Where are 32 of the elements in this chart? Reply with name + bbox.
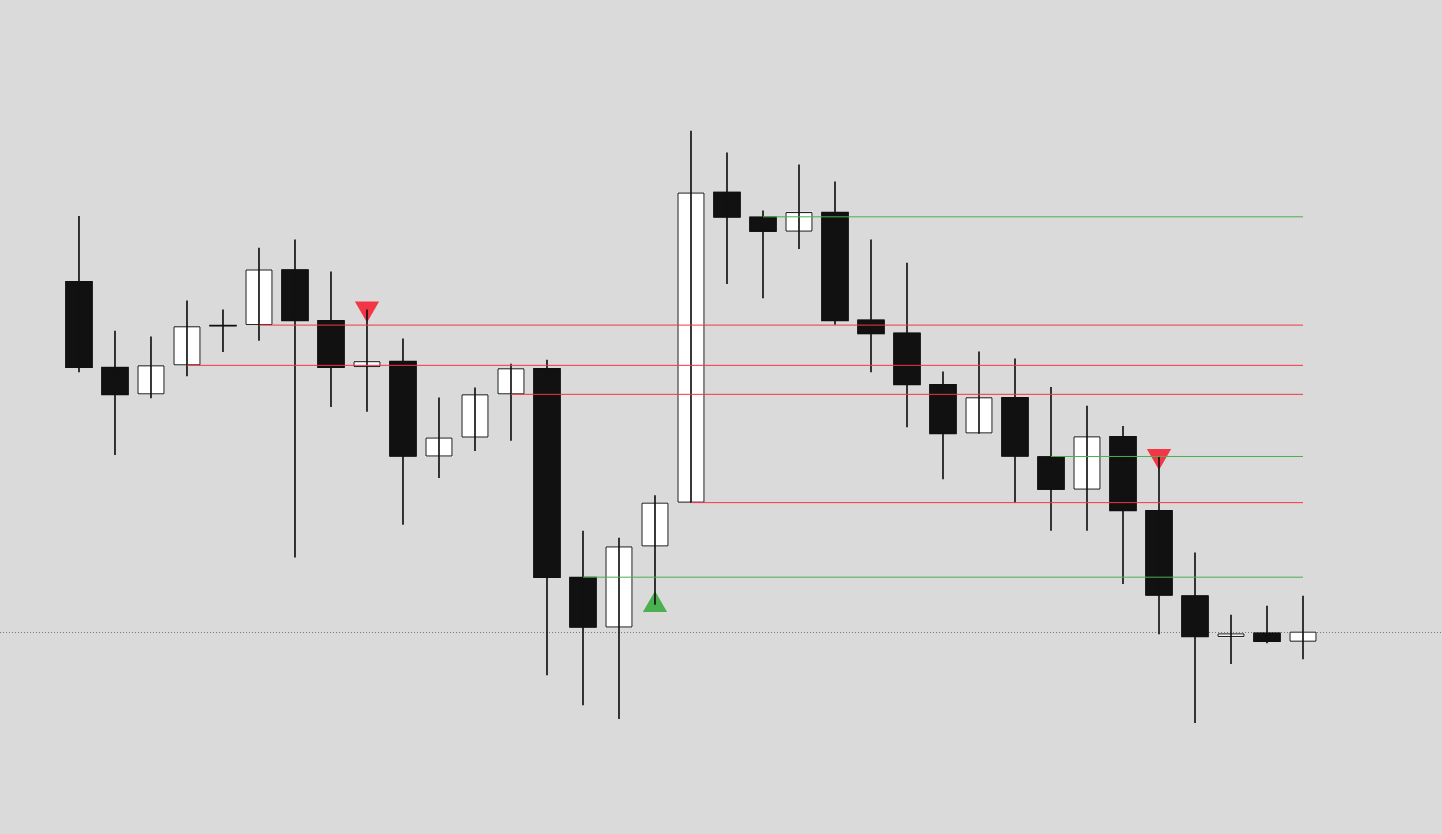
candlestick bbox=[101, 330, 129, 456]
candlestick bbox=[245, 247, 273, 341]
candlestick bbox=[1253, 605, 1281, 644]
candlestick bbox=[893, 262, 921, 428]
candlestick bbox=[425, 397, 453, 479]
candlestick bbox=[1217, 614, 1245, 664]
candlestick bbox=[785, 164, 813, 250]
candlestick bbox=[65, 215, 93, 373]
candlestick bbox=[821, 181, 849, 325]
candlestick bbox=[1001, 358, 1029, 503]
candlestick bbox=[317, 271, 345, 408]
candlestick bbox=[461, 387, 489, 451]
candlestick bbox=[173, 300, 201, 377]
candlestick bbox=[713, 152, 741, 285]
candlestick bbox=[857, 239, 885, 373]
candlestick bbox=[569, 530, 597, 706]
candlestick bbox=[533, 359, 561, 676]
candlestick bbox=[137, 336, 165, 399]
candlestick bbox=[389, 338, 417, 525]
candlestick bbox=[497, 363, 525, 441]
candlestick bbox=[281, 239, 309, 558]
candlestick bbox=[749, 210, 777, 299]
candlestick bbox=[929, 371, 957, 480]
candlestick bbox=[1181, 552, 1209, 724]
candlestick bbox=[605, 537, 633, 719]
candlestick bbox=[209, 309, 237, 353]
candlestick bbox=[1037, 386, 1065, 531]
candlestick bbox=[1109, 425, 1137, 585]
candlestick bbox=[1289, 595, 1317, 660]
candlestick bbox=[965, 351, 993, 434]
candlestick bbox=[677, 130, 705, 503]
candlestick bbox=[1073, 405, 1101, 531]
